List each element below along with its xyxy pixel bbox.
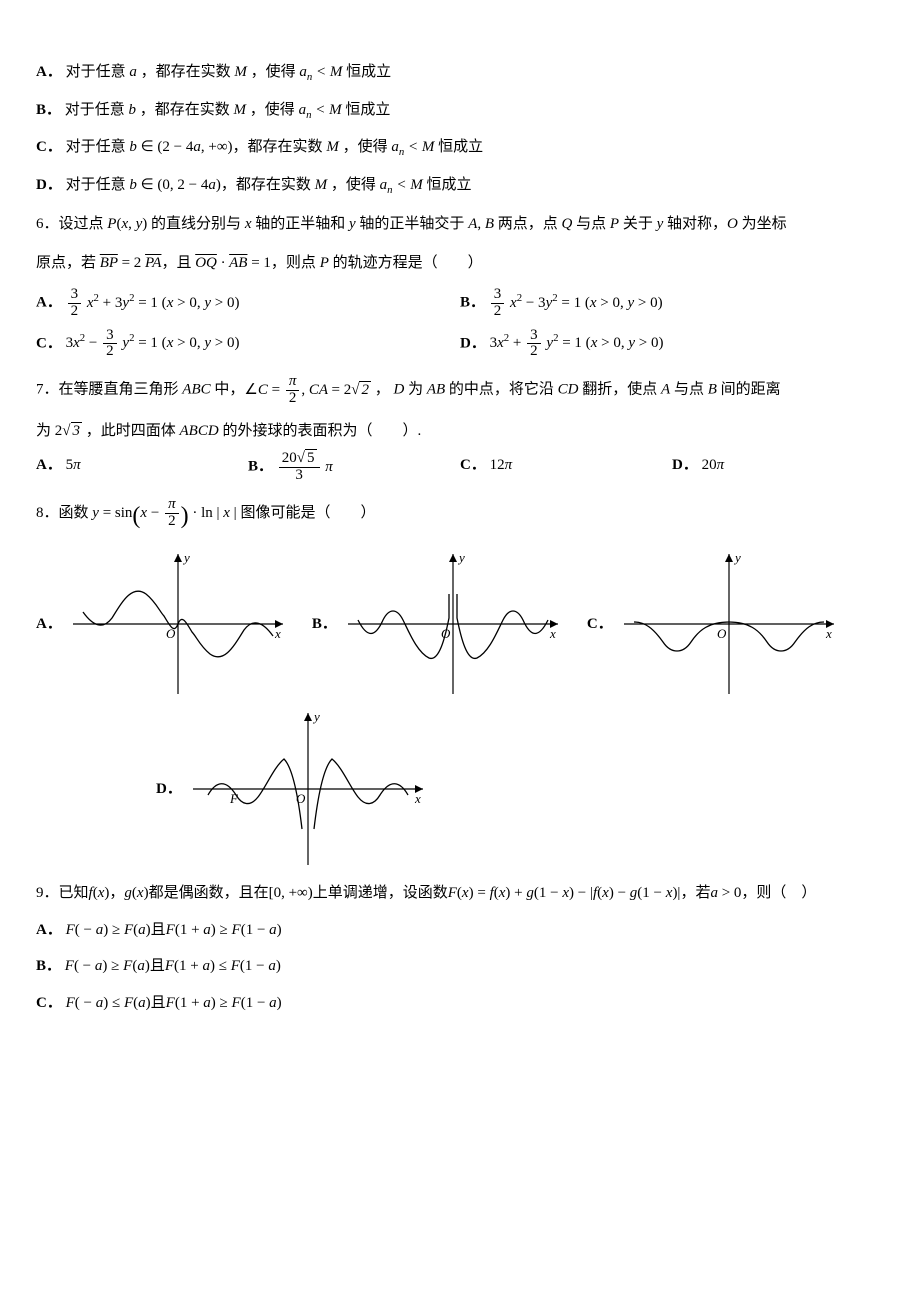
q6-options: A． 32 x2 + 3y2 = 1 (x > 0, y > 0) B． 32 … xyxy=(36,283,884,364)
q6-option-b[interactable]: B． 32 x2 − 3y2 = 1 (x > 0, y > 0) xyxy=(460,287,884,320)
q5-option-d[interactable]: D． 对于任意 b ∈ (0, 2 − 4a)，都存在实数 M ，使得 an <… xyxy=(36,171,884,201)
q7-option-c[interactable]: C． 12π xyxy=(460,451,672,484)
svg-text:x: x xyxy=(274,626,281,641)
svg-text:y: y xyxy=(733,550,741,565)
opt-label: A． xyxy=(36,610,62,639)
q6-stem: 6．设过点 P(x, y) 的直线分别与 x 轴的正半轴和 y 轴的正半轴交于 … xyxy=(36,210,884,239)
q7-option-d[interactable]: D． 20π xyxy=(672,451,884,484)
q7-option-a[interactable]: A． 5π xyxy=(36,451,248,484)
q5-option-c[interactable]: C． 对于任意 b ∈ (2 − 4a, +∞)，都存在实数 M ，使得 an … xyxy=(36,133,884,163)
graph-a-icon: x y O xyxy=(68,549,288,699)
q6-option-a[interactable]: A． 32 x2 + 3y2 = 1 (x > 0, y > 0) xyxy=(36,287,460,320)
q8-options-row2: D． x y O F xyxy=(156,709,884,869)
q6-option-c[interactable]: C． 3x2 − 32 y2 = 1 (x > 0, y > 0) xyxy=(36,328,460,361)
option-text: 对于任意 a ，都存在实数 M ，使得 an < M 恒成立 xyxy=(66,64,392,80)
svg-text:y: y xyxy=(312,709,320,724)
graph-c-icon: x y O xyxy=(619,549,839,699)
opt-label: D． xyxy=(156,775,182,804)
q8-option-c[interactable]: C． x y O xyxy=(587,549,839,699)
q-number: 9． xyxy=(36,885,59,901)
q7-stem-2: 为 2√3 ，此时四面体 ABCD 的外接球的表面积为（ ）. xyxy=(36,417,884,446)
q8-option-d[interactable]: D． x y O F xyxy=(156,709,428,869)
q-number: 6． xyxy=(36,216,59,232)
opt-label: B． xyxy=(312,610,337,639)
svg-text:y: y xyxy=(457,550,465,565)
svg-text:x: x xyxy=(549,626,556,641)
q8-option-a[interactable]: A． x y O xyxy=(36,549,288,699)
q-number: 7． xyxy=(36,382,59,398)
q8-option-b[interactable]: B． x y O xyxy=(312,549,563,699)
opt-label: C． xyxy=(587,610,613,639)
opt-label: B． xyxy=(36,102,61,118)
option-text: 对于任意 b ∈ (2 − 4a, +∞)，都存在实数 M ，使得 an < M… xyxy=(66,139,484,155)
q5-option-b[interactable]: B． 对于任意 b ，都存在实数 M ，使得 an < M 恒成立 xyxy=(36,96,884,126)
q9-option-a[interactable]: A． F( − a) ≥ F(a)且F(1 + a) ≥ F(1 − a) xyxy=(36,916,884,945)
q7-stem: 7．在等腰直角三角形 ABC 中，∠C = π2, CA = 2√2 ， D 为… xyxy=(36,374,884,407)
svg-text:F: F xyxy=(229,791,239,806)
svg-text:x: x xyxy=(825,626,832,641)
graph-d-icon: x y O F xyxy=(188,709,428,869)
q9-stem: 9．已知f(x)，g(x)都是偶函数，且在[0, +∞)上单调递增，设函数F(x… xyxy=(36,879,884,908)
q9-option-c[interactable]: C． F( − a) ≤ F(a)且F(1 + a) ≥ F(1 − a) xyxy=(36,989,884,1018)
option-text: 对于任意 b ，都存在实数 M ，使得 an < M 恒成立 xyxy=(65,102,391,118)
opt-label: D． xyxy=(36,177,62,193)
q6-option-d[interactable]: D． 3x2 + 32 y2 = 1 (x > 0, y > 0) xyxy=(460,328,884,361)
q5-option-a[interactable]: A． 对于任意 a ，都存在实数 M ，使得 an < M 恒成立 xyxy=(36,58,884,88)
q-number: 8． xyxy=(36,505,59,521)
opt-label: A． xyxy=(36,64,62,80)
svg-text:O: O xyxy=(717,626,727,641)
svg-text:y: y xyxy=(182,550,190,565)
q8-stem: 8．函数 y = sin(x − π2) · ln | x | 图像可能是（ ） xyxy=(36,494,884,540)
graph-b-icon: x y O xyxy=(343,549,563,699)
q8-options-row1: A． x y O B． x y O C． x y O xyxy=(36,549,884,699)
q7-options: A． 5π B． 20√53 π C． 12π D． 20π xyxy=(36,451,884,484)
svg-text:x: x xyxy=(414,791,421,806)
q6-stem-2: 原点，若 BP = 2 PA，且 OQ · AB = 1，则点 P 的轨迹方程是… xyxy=(36,249,884,278)
q7-option-b[interactable]: B． 20√53 π xyxy=(248,451,460,484)
opt-label: C． xyxy=(36,139,62,155)
q9-option-b[interactable]: B． F( − a) ≥ F(a)且F(1 + a) ≤ F(1 − a) xyxy=(36,952,884,981)
option-text: 对于任意 b ∈ (0, 2 − 4a)，都存在实数 M ，使得 an < M … xyxy=(66,177,472,193)
